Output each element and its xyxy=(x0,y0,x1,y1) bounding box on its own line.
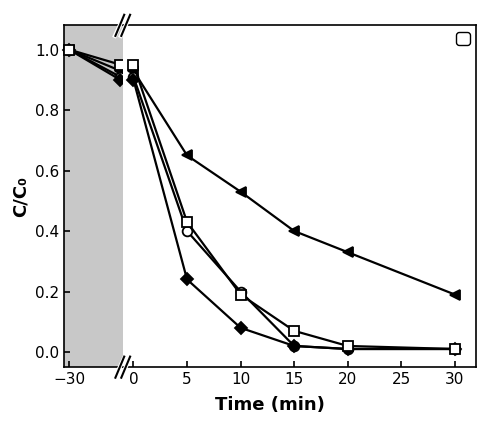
Y-axis label: C/C₀: C/C₀ xyxy=(11,176,29,217)
Legend:  xyxy=(457,32,470,45)
Text: Time (min): Time (min) xyxy=(215,395,325,414)
